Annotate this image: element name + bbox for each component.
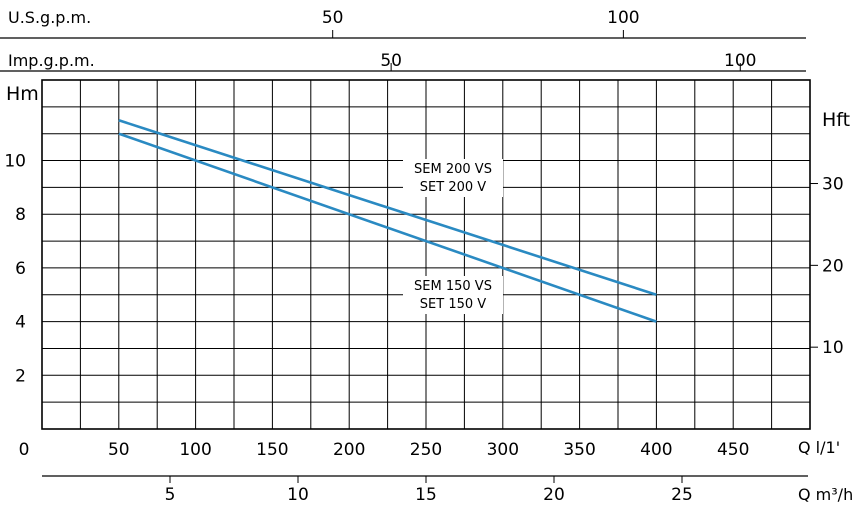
x-axis-ticks-m3h: 5 10 15 20 25 xyxy=(165,476,693,505)
y-tick-label-feet: 10 xyxy=(822,338,844,358)
x-tick-label-lmin: 450 xyxy=(717,440,749,460)
usgpm-tick-label: 100 xyxy=(607,8,639,28)
chart-grid xyxy=(42,80,810,429)
impgpm-axis-ticks: 50 100 xyxy=(380,51,756,71)
y-axis-ticks-meters: 2 4 6 8 10 xyxy=(4,152,26,387)
x-tick-label-m3h: 15 xyxy=(415,485,437,505)
y-axis-ticks-feet: 10 20 30 xyxy=(810,175,844,358)
plot-frame xyxy=(41,79,811,430)
series-label-line2: SET 150 V xyxy=(420,297,486,312)
x-tick-label-m3h: 25 xyxy=(671,485,693,505)
x-tick-label-lmin: 50 xyxy=(108,440,130,460)
x-tick-label-lmin: 150 xyxy=(256,440,288,460)
y-tick-label-meters: 6 xyxy=(15,259,26,279)
x-axis-label-m3h: Q m³/h xyxy=(798,485,853,504)
x-tick-label-lmin: 350 xyxy=(563,440,595,460)
y-tick-label-meters: 2 xyxy=(15,366,26,386)
x-tick-label-lmin: 100 xyxy=(179,440,211,460)
x-tick-label-lmin: 300 xyxy=(487,440,519,460)
usgpm-tick-label: 50 xyxy=(322,8,344,28)
x-axis-ticks-lmin: 0 50 100 150 200 250 300 350 400 450 xyxy=(19,440,750,460)
y-tick-label-meters: 10 xyxy=(4,152,26,172)
impgpm-axis-label: Imp.g.p.m. xyxy=(8,51,95,70)
series-label-line1: SEM 200 VS xyxy=(414,162,492,177)
usgpm-axis-label: U.S.g.p.m. xyxy=(8,8,91,27)
usgpm-axis-ticks: 50 100 xyxy=(322,8,640,38)
series-label-line2: SET 200 V xyxy=(420,180,486,195)
x-tick-label-lmin: 400 xyxy=(640,440,672,460)
x-tick-label-m3h: 10 xyxy=(287,485,309,505)
series-line-1 xyxy=(118,119,657,297)
series-label-background xyxy=(403,276,503,314)
y-tick-label-feet: 20 xyxy=(822,256,844,276)
impgpm-tick-label: 100 xyxy=(724,51,756,71)
y-axis-label-meters: Hm xyxy=(6,83,39,105)
impgpm-tick-label: 50 xyxy=(380,51,402,71)
x-tick-label-lmin: 200 xyxy=(333,440,365,460)
y-axis-label-feet: Hft xyxy=(822,109,850,131)
x-tick-label-lmin: 0 xyxy=(19,440,30,460)
series-line-2 xyxy=(118,132,657,323)
series-label-line1: SEM 150 VS xyxy=(414,279,492,294)
performance-curves: SEM 200 VS SET 200 V SEM 150 VS SET 150 V xyxy=(118,119,657,323)
x-tick-label-m3h: 5 xyxy=(165,485,176,505)
y-tick-label-meters: 4 xyxy=(15,313,26,333)
x-axis-label-lmin: Q l/1' xyxy=(798,438,840,457)
series-label-background xyxy=(403,159,503,197)
x-tick-label-m3h: 20 xyxy=(543,485,565,505)
y-tick-label-feet: 30 xyxy=(822,175,844,195)
y-tick-label-meters: 8 xyxy=(15,205,26,225)
x-tick-label-lmin: 250 xyxy=(410,440,442,460)
